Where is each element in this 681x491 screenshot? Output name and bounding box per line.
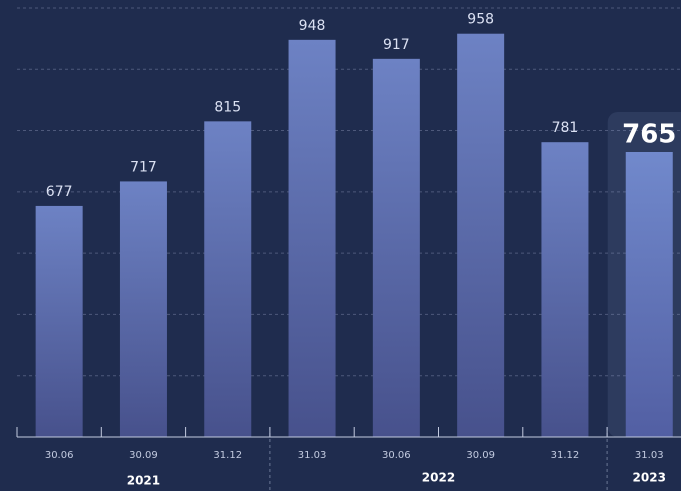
bar <box>541 142 589 437</box>
value-label: 781 <box>552 120 579 136</box>
value-label: 958 <box>467 12 494 28</box>
x-tick-label: 31.12 <box>551 450 580 461</box>
bar <box>625 152 673 437</box>
bar <box>288 39 336 437</box>
x-tick-label: 30.06 <box>382 450 411 461</box>
bar <box>204 121 252 438</box>
value-label: 717 <box>130 159 157 175</box>
x-tick-label: 30.09 <box>466 450 495 461</box>
value-label: 677 <box>46 184 73 200</box>
x-tick-label: 30.06 <box>45 450 74 461</box>
group-label: 2022 <box>422 471 455 485</box>
x-tick-label: 31.03 <box>298 450 327 461</box>
bar <box>457 33 505 437</box>
value-label: 948 <box>299 18 326 34</box>
bar <box>35 205 83 437</box>
bar <box>119 181 167 437</box>
x-tick-label: 31.12 <box>213 450 242 461</box>
value-label: 917 <box>383 37 410 53</box>
group-label: 2023 <box>633 471 666 485</box>
group-label: 2021 <box>127 474 160 488</box>
value-label: 815 <box>214 99 241 115</box>
x-tick-label: 30.09 <box>129 450 158 461</box>
highlight-value-label: 765 <box>622 120 676 150</box>
bar <box>372 58 420 437</box>
x-tick-label: 31.03 <box>635 450 664 461</box>
